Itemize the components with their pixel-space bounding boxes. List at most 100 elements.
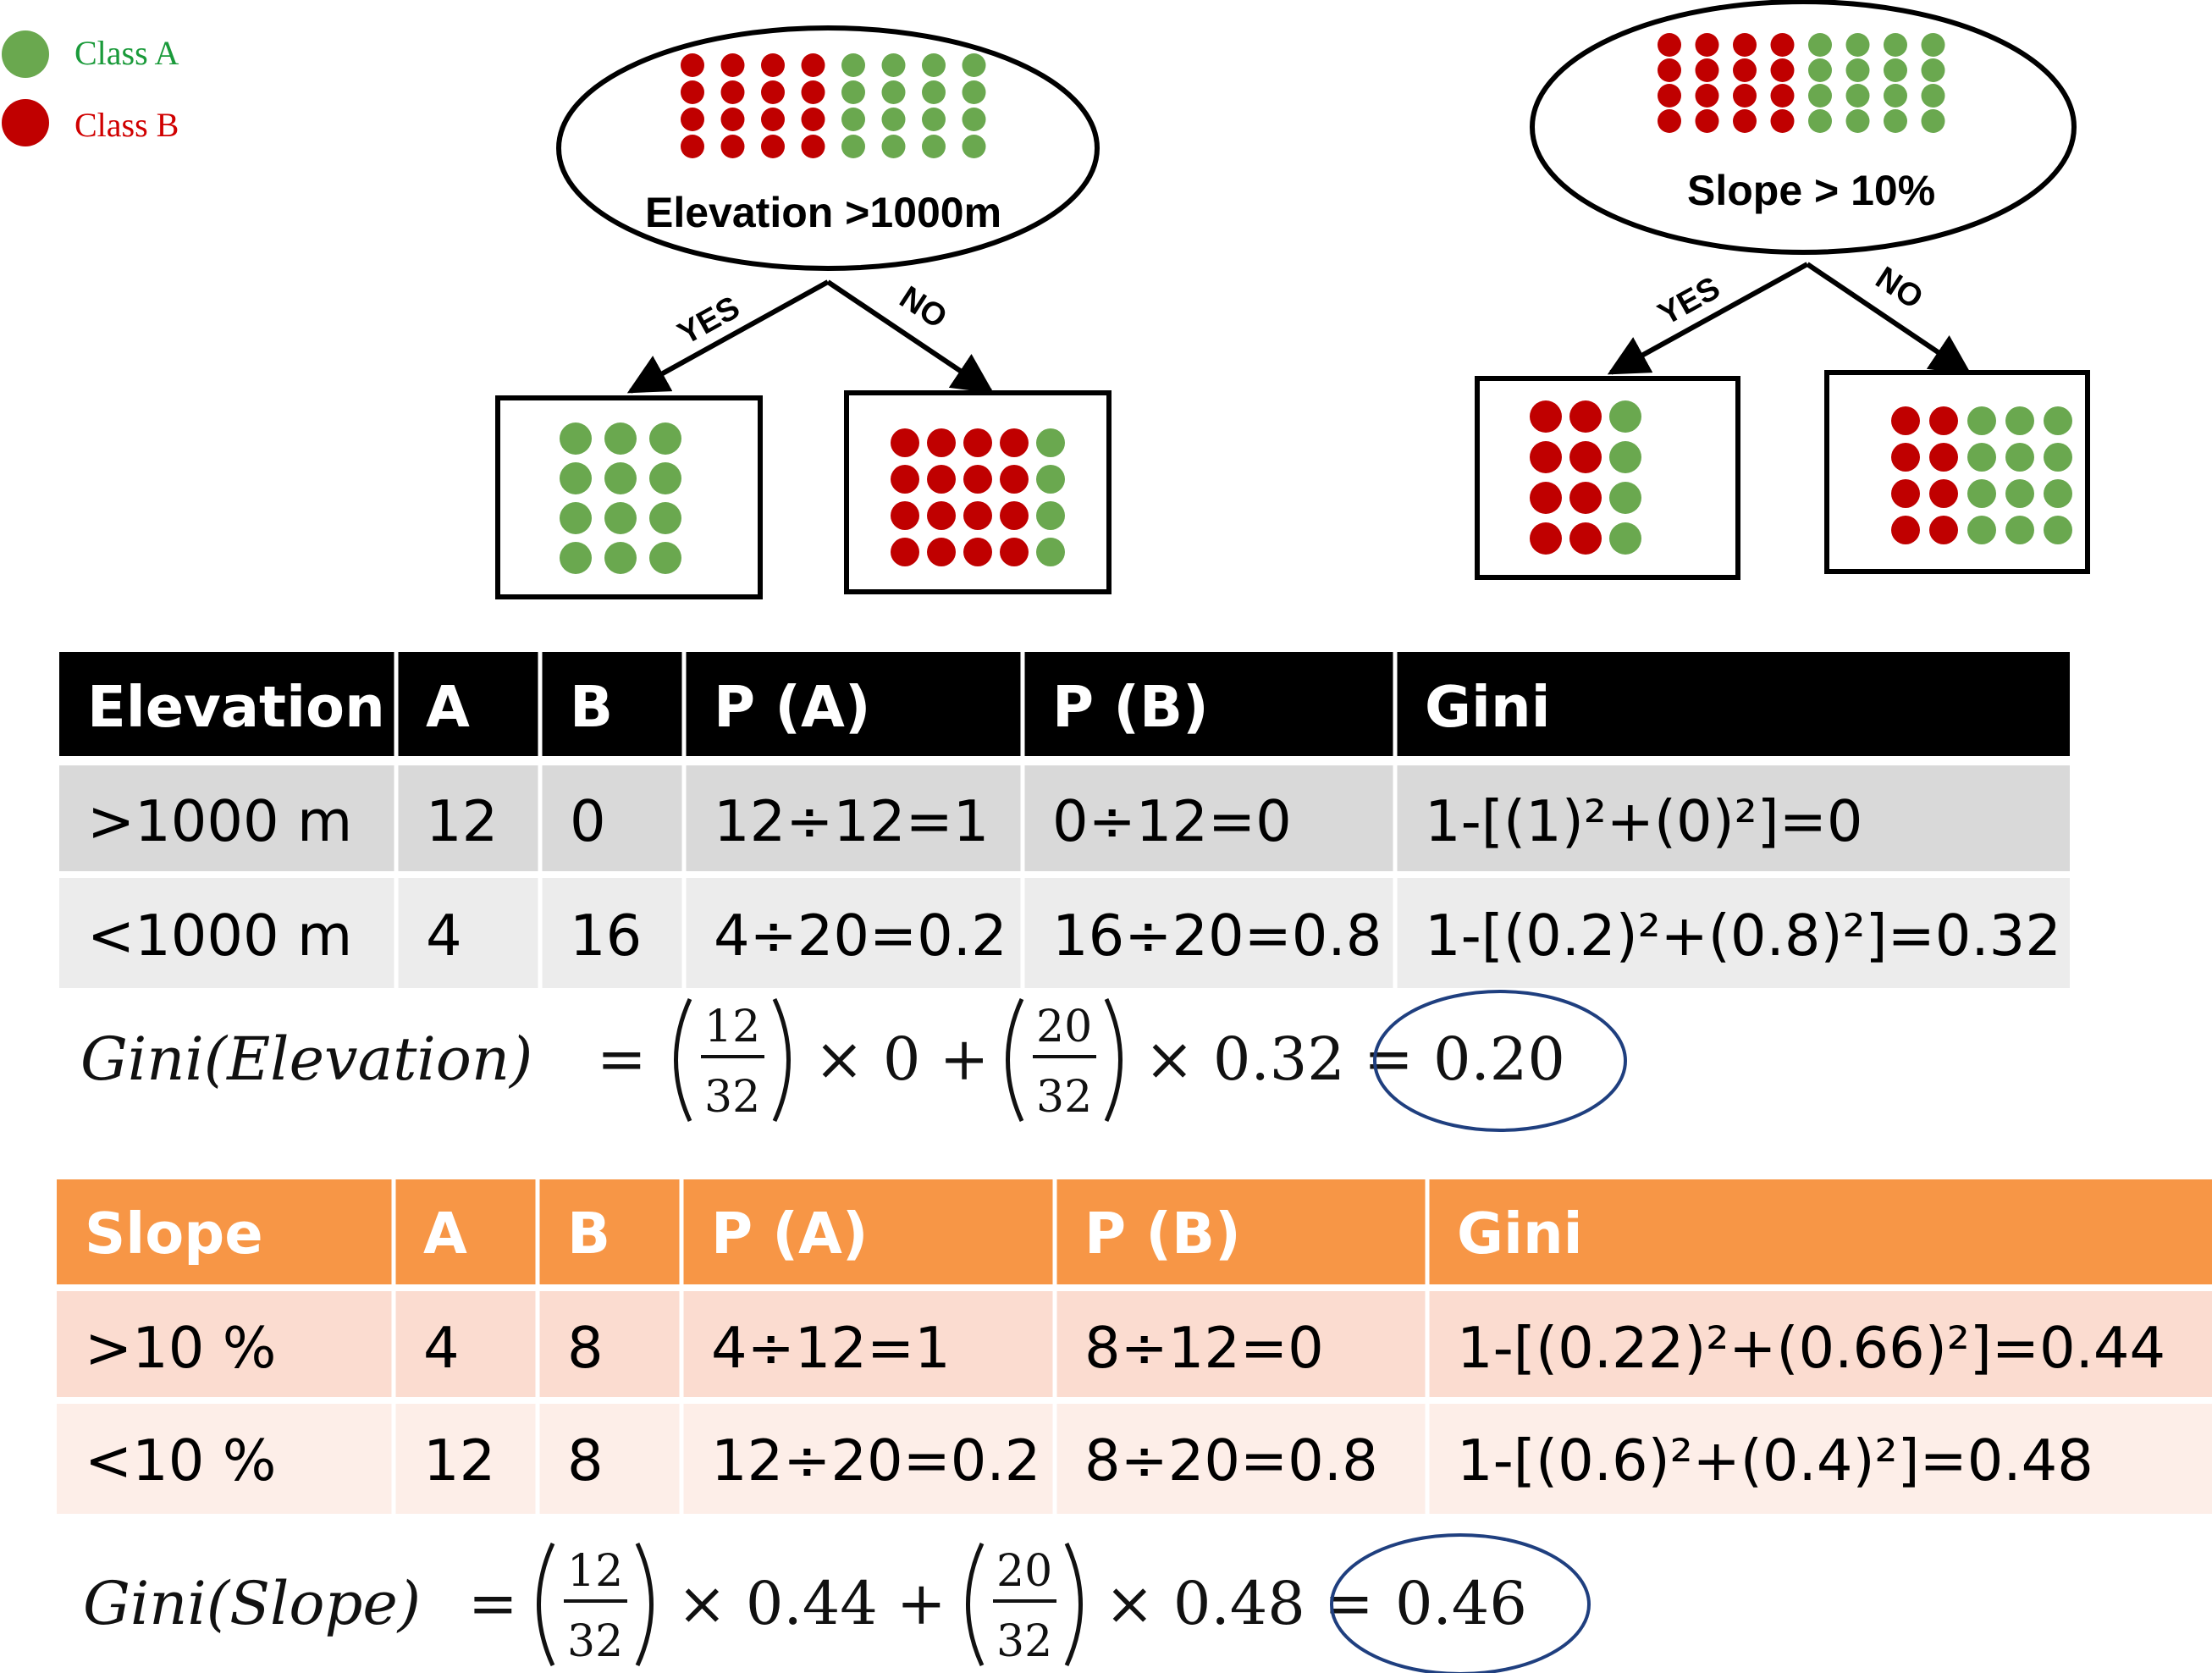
elevation-r2-pa: 4÷20=0.2	[714, 903, 1007, 969]
legend-class-a: Class A	[74, 34, 179, 72]
class-b-dot	[1530, 400, 1562, 433]
slope-header-pa: P (A)	[711, 1201, 869, 1267]
class-a-dot	[560, 422, 592, 455]
class-a-dot	[922, 80, 946, 104]
slope-r2-pa: 12÷20=0.2	[711, 1427, 1040, 1494]
class-a-dot	[560, 462, 592, 494]
elevation-formula-result: 0.20	[1433, 1024, 1565, 1094]
class-a-dot	[2044, 479, 2072, 508]
class-a-dot	[1808, 58, 1832, 82]
slope-r2-gini: 1-[(0.6)²+(0.4)²]=0.48	[1457, 1427, 2093, 1494]
class-b-dot	[1770, 84, 1795, 108]
slope-no-dots	[1891, 406, 2072, 544]
slope-header-attr: Slope	[85, 1201, 263, 1267]
elevation-r1-a: 12	[426, 788, 498, 854]
class-b-dot	[1695, 84, 1719, 108]
elevation-header-a: A	[426, 674, 470, 740]
class-a-dot	[560, 502, 592, 534]
slope-r2-pb: 8÷20=0.8	[1084, 1427, 1378, 1494]
class-b-dot	[1569, 522, 1602, 555]
elevation-frac1-den: 32	[704, 1072, 760, 1123]
slope-formula: Gini(Slope) = 12 32 × 0.44 + 20 32 × 0.4…	[83, 1533, 1591, 1673]
elevation-frac1-num: 12	[704, 1002, 760, 1052]
class-b-dot	[963, 501, 992, 530]
elevation-yes-edge	[626, 279, 830, 394]
legend-class-b: Class B	[74, 106, 179, 144]
slope-yes-leaf	[1475, 376, 1740, 580]
class-b-dot	[681, 80, 704, 104]
slope-r1-pb: 8÷12=0	[1084, 1315, 1324, 1381]
class-b-dot	[2, 99, 49, 146]
class-b-dot	[1891, 443, 1920, 472]
slope-formula-term1: × 0.44 +	[677, 1569, 946, 1638]
class-a-dot	[1036, 501, 1065, 530]
class-b-dot	[1569, 400, 1602, 433]
class-a-dot	[1921, 33, 1945, 57]
class-a-dot	[922, 135, 946, 158]
class-a-dot	[881, 53, 906, 77]
class-b-dot	[1658, 84, 1681, 108]
class-a-dot	[1609, 400, 1641, 433]
class-b-dot	[720, 135, 745, 158]
class-b-dot	[720, 80, 745, 104]
class-b-dot	[1658, 58, 1681, 82]
class-b-dot	[801, 108, 825, 131]
class-b-dot	[801, 53, 825, 77]
elevation-tree: Elevation >1000m YES NO	[495, 25, 1112, 599]
slope-header-pb: P (B)	[1084, 1201, 1241, 1267]
slope-yes-dots	[1530, 400, 1641, 555]
class-a-dot	[881, 80, 906, 104]
legend: Class A Class B	[2, 30, 179, 146]
class-b-dot	[1733, 58, 1757, 82]
slope-r2-b: 8	[567, 1427, 604, 1494]
class-a-dot	[1967, 443, 1996, 472]
class-a-dot	[962, 80, 986, 104]
elevation-no-label: NO	[893, 279, 953, 335]
class-a-dot	[841, 80, 865, 104]
elevation-header-b: B	[570, 674, 613, 740]
elevation-no-dots	[891, 428, 1065, 566]
elevation-r2-a: 4	[426, 903, 462, 969]
elevation-header-gini: Gini	[1425, 674, 1551, 740]
class-b-dot	[1000, 538, 1029, 566]
class-b-dot	[761, 108, 785, 131]
elevation-frac1-lparen	[674, 997, 692, 1123]
elevation-table: Elevation A B P (A) P (B) Gini >1000 m 1…	[59, 652, 2070, 988]
class-a-dot	[962, 108, 986, 131]
slope-r1-gini: 1-[(0.22)²+(0.66)²]=0.44	[1457, 1315, 2165, 1381]
class-b-dot	[1695, 58, 1719, 82]
slope-frac2-den: 32	[996, 1616, 1052, 1667]
class-b-dot	[1530, 522, 1562, 555]
slope-formula-lhs: Gini(Slope)	[83, 1569, 421, 1638]
class-a-dot	[881, 135, 906, 158]
slope-frac1-rparen	[635, 1542, 654, 1667]
class-a-dot	[881, 108, 906, 131]
class-b-dot	[1658, 33, 1681, 57]
class-a-dot	[1808, 109, 1832, 133]
slope-yes-label: YES	[1652, 270, 1726, 333]
class-a-dot	[1967, 406, 1996, 435]
elevation-r1-pa: 12÷12=1	[714, 788, 989, 854]
slope-frac1-num: 12	[567, 1546, 623, 1597]
class-b-dot	[761, 80, 785, 104]
class-b-dot	[1569, 441, 1602, 473]
class-a-dot	[2005, 516, 2034, 544]
class-a-dot	[2005, 443, 2034, 472]
slope-frac2-rparen	[1064, 1542, 1083, 1667]
elevation-frac2-den: 32	[1036, 1072, 1092, 1123]
slope-root-node	[1530, 0, 2077, 255]
class-b-dot	[1530, 482, 1562, 514]
slope-no-label: NO	[1869, 260, 1929, 316]
class-b-dot	[927, 501, 956, 530]
slope-header-a: A	[423, 1201, 467, 1267]
slope-row-1	[57, 1291, 2212, 1397]
class-b-dot	[891, 465, 919, 494]
class-b-dot	[963, 465, 992, 494]
class-a-dot	[2005, 406, 2034, 435]
class-b-dot	[801, 135, 825, 158]
class-b-dot	[1929, 406, 1958, 435]
class-a-dot	[1036, 428, 1065, 457]
class-a-dot	[1808, 33, 1832, 57]
class-a-dot	[604, 502, 637, 534]
class-a-dot	[1845, 58, 1870, 82]
